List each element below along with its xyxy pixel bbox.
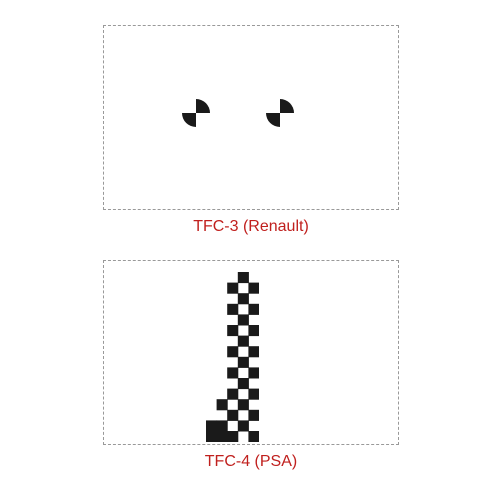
caption-tfc4: TFC-4 (PSA) <box>103 453 399 471</box>
checker-pattern <box>206 272 259 442</box>
crash-target-marker <box>266 99 294 127</box>
crash-target-marker <box>182 99 210 127</box>
panel-tfc3 <box>103 25 399 210</box>
caption-tfc3: TFC-3 (Renault) <box>103 218 399 236</box>
